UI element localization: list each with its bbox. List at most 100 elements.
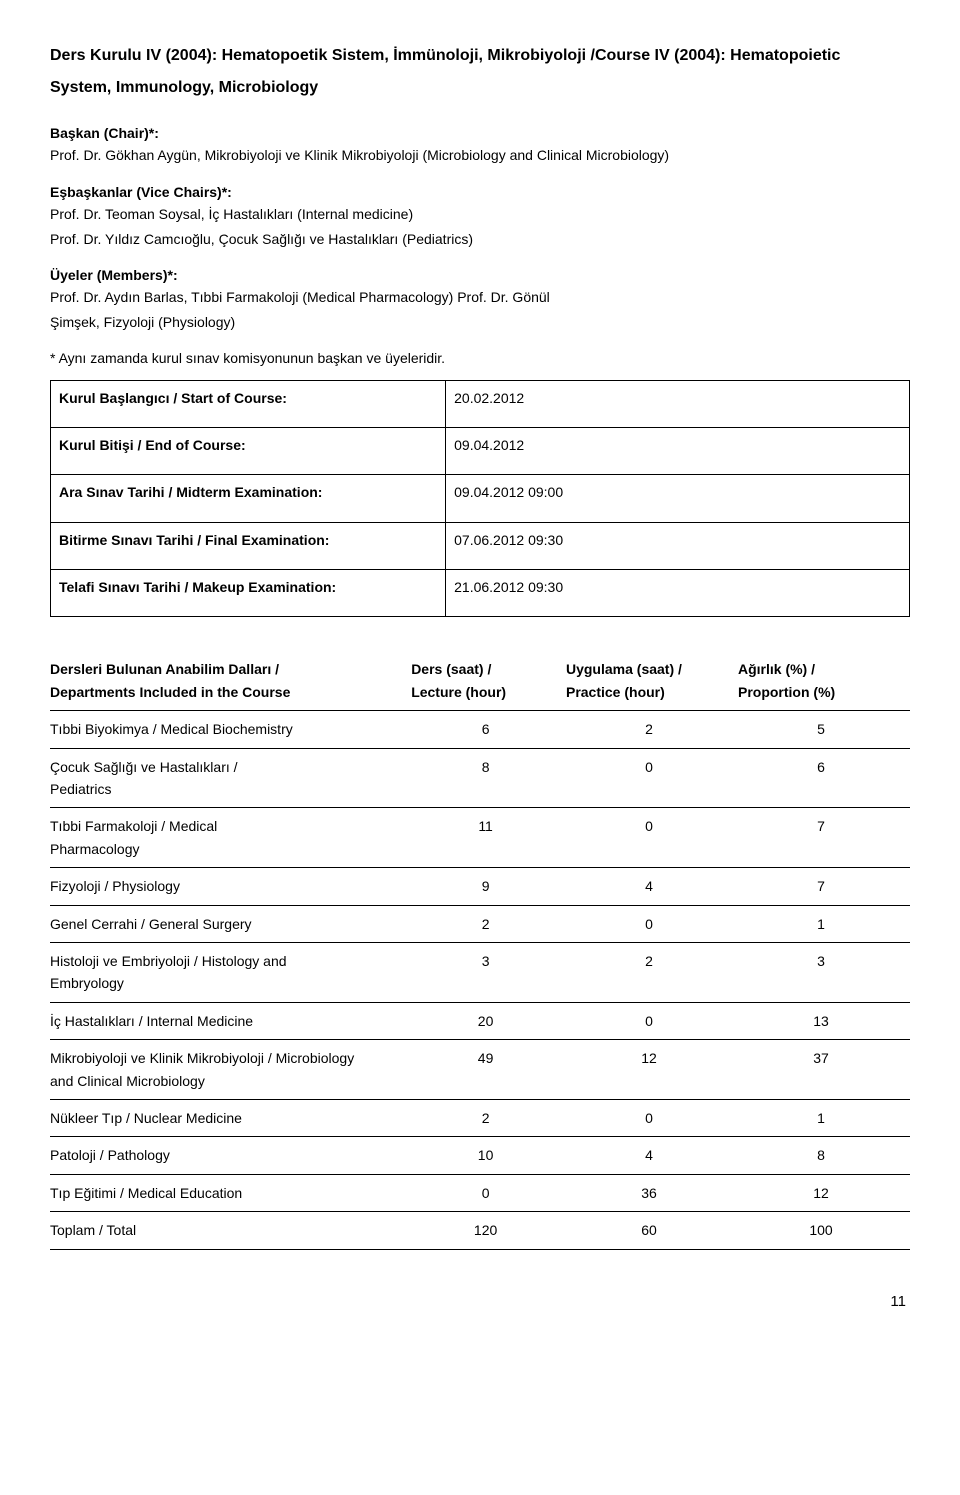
dept-proportion: 7 — [738, 808, 910, 868]
dept-name: Histoloji ve Embriyoloji / Histology and… — [50, 942, 411, 1002]
dept-header-lecture-l2: Lecture (hour) — [411, 684, 506, 700]
dept-header-practice-l2: Practice (hour) — [566, 684, 665, 700]
dept-practice: 2 — [566, 942, 738, 1002]
dept-proportion: 7 — [738, 868, 910, 905]
dept-practice: 0 — [566, 905, 738, 942]
dept-header-lecture: Ders (saat) / Lecture (hour) — [411, 651, 566, 710]
dept-proportion: 1 — [738, 905, 910, 942]
dept-header-name: Dersleri Bulunan Anabilim Dalları / Depa… — [50, 651, 411, 710]
dates-table: Kurul Başlangıcı / Start of Course:20.02… — [50, 380, 910, 618]
dept-name: Patoloji / Pathology — [50, 1137, 411, 1174]
dept-name: Çocuk Sağlığı ve Hastalıkları /Pediatric… — [50, 748, 411, 808]
dept-header-prop: Ağırlık (%) / Proportion (%) — [738, 651, 910, 710]
dept-proportion: 6 — [738, 748, 910, 808]
dept-practice: 0 — [566, 808, 738, 868]
date-value: 20.02.2012 — [446, 380, 910, 427]
member-1: Prof. Dr. Aydın Barlas, Tıbbi Farmakoloj… — [50, 286, 910, 308]
dept-row: İç Hastalıkları / Internal Medicine20013 — [50, 1002, 910, 1039]
dept-lecture: 120 — [411, 1212, 566, 1249]
departments-table: Dersleri Bulunan Anabilim Dalları / Depa… — [50, 651, 910, 1249]
dept-proportion: 100 — [738, 1212, 910, 1249]
course-title: Ders Kurulu IV (2004): Hematopoetik Sist… — [50, 40, 910, 104]
date-label: Ara Sınav Tarihi / Midterm Examination: — [51, 475, 446, 522]
dept-row: Histoloji ve Embriyoloji / Histology and… — [50, 942, 910, 1002]
dept-practice: 36 — [566, 1174, 738, 1211]
members-block: Üyeler (Members)*: Prof. Dr. Aydın Barla… — [50, 264, 910, 333]
dept-row: Patoloji / Pathology1048 — [50, 1137, 910, 1174]
dept-lecture: 20 — [411, 1002, 566, 1039]
dept-header-practice: Uygulama (saat) / Practice (hour) — [566, 651, 738, 710]
dept-proportion: 37 — [738, 1040, 910, 1100]
dept-header-prop-l1: Ağırlık (%) / — [738, 661, 815, 677]
page-number: 11 — [50, 1290, 910, 1314]
dept-header-prop-l2: Proportion (%) — [738, 684, 835, 700]
date-value: 09.04.2012 09:00 — [446, 475, 910, 522]
date-value: 09.04.2012 — [446, 427, 910, 474]
dept-lecture: 0 — [411, 1174, 566, 1211]
dept-practice: 0 — [566, 1002, 738, 1039]
footnote: * Aynı zamanda kurul sınav komisyonunun … — [50, 347, 910, 369]
dept-practice: 12 — [566, 1040, 738, 1100]
dept-lecture: 2 — [411, 1099, 566, 1136]
dept-name: Mikrobiyoloji ve Klinik Mikrobiyoloji / … — [50, 1040, 411, 1100]
vice-chairs-block: Eşbaşkanlar (Vice Chairs)*: Prof. Dr. Te… — [50, 181, 910, 250]
dept-header-name-l1: Dersleri Bulunan Anabilim Dalları / — [50, 661, 279, 677]
dept-lecture: 3 — [411, 942, 566, 1002]
date-label: Kurul Bitişi / End of Course: — [51, 427, 446, 474]
dept-header-lecture-l1: Ders (saat) / — [411, 661, 491, 677]
dept-header-practice-l1: Uygulama (saat) / — [566, 661, 682, 677]
dept-name: İç Hastalıkları / Internal Medicine — [50, 1002, 411, 1039]
dept-name: Fizyoloji / Physiology — [50, 868, 411, 905]
date-row: Ara Sınav Tarihi / Midterm Examination:0… — [51, 475, 910, 522]
dept-header-row: Dersleri Bulunan Anabilim Dalları / Depa… — [50, 651, 910, 710]
dept-name: Tıbbi Biyokimya / Medical Biochemistry — [50, 711, 411, 748]
course-title-line2: System, Immunology, Microbiology — [50, 79, 318, 96]
course-title-line1: Ders Kurulu IV (2004): Hematopoetik Sist… — [50, 47, 840, 64]
dept-row: Genel Cerrahi / General Surgery201 — [50, 905, 910, 942]
dept-lecture: 11 — [411, 808, 566, 868]
dept-row: Tıbbi Biyokimya / Medical Biochemistry62… — [50, 711, 910, 748]
dept-practice: 60 — [566, 1212, 738, 1249]
dept-lecture: 8 — [411, 748, 566, 808]
dept-row: Mikrobiyoloji ve Klinik Mikrobiyoloji / … — [50, 1040, 910, 1100]
dept-practice: 0 — [566, 748, 738, 808]
vice-chairs-label: Eşbaşkanlar (Vice Chairs)*: — [50, 181, 910, 203]
dept-lecture: 6 — [411, 711, 566, 748]
dept-proportion: 13 — [738, 1002, 910, 1039]
date-row: Kurul Başlangıcı / Start of Course:20.02… — [51, 380, 910, 427]
date-row: Telafi Sınavı Tarihi / Makeup Examinatio… — [51, 570, 910, 617]
vice-chair-1: Prof. Dr. Teoman Soysal, İç Hastalıkları… — [50, 203, 910, 225]
dept-practice: 4 — [566, 1137, 738, 1174]
dept-row: Tıbbi Farmakoloji / MedicalPharmacology1… — [50, 808, 910, 868]
dept-name: Tıp Eğitimi / Medical Education — [50, 1174, 411, 1211]
dept-proportion: 5 — [738, 711, 910, 748]
dept-row: Toplam / Total12060100 — [50, 1212, 910, 1249]
date-value: 21.06.2012 09:30 — [446, 570, 910, 617]
dept-proportion: 8 — [738, 1137, 910, 1174]
chair-label: Başkan (Chair)*: — [50, 122, 910, 144]
date-value: 07.06.2012 09:30 — [446, 522, 910, 569]
dept-header-name-l2: Departments Included in the Course — [50, 684, 290, 700]
dept-name: Genel Cerrahi / General Surgery — [50, 905, 411, 942]
date-row: Kurul Bitişi / End of Course:09.04.2012 — [51, 427, 910, 474]
dept-proportion: 3 — [738, 942, 910, 1002]
dept-name: Toplam / Total — [50, 1212, 411, 1249]
dept-lecture: 2 — [411, 905, 566, 942]
dept-row: Nükleer Tıp / Nuclear Medicine201 — [50, 1099, 910, 1136]
dept-proportion: 12 — [738, 1174, 910, 1211]
dept-row: Tıp Eğitimi / Medical Education03612 — [50, 1174, 910, 1211]
vice-chair-2: Prof. Dr. Yıldız Camcıoğlu, Çocuk Sağlığ… — [50, 228, 910, 250]
members-label: Üyeler (Members)*: — [50, 264, 910, 286]
dept-lecture: 49 — [411, 1040, 566, 1100]
dept-practice: 2 — [566, 711, 738, 748]
dept-practice: 0 — [566, 1099, 738, 1136]
dept-lecture: 9 — [411, 868, 566, 905]
dept-name: Nükleer Tıp / Nuclear Medicine — [50, 1099, 411, 1136]
date-row: Bitirme Sınavı Tarihi / Final Examinatio… — [51, 522, 910, 569]
dept-lecture: 10 — [411, 1137, 566, 1174]
dept-row: Fizyoloji / Physiology947 — [50, 868, 910, 905]
dept-row: Çocuk Sağlığı ve Hastalıkları /Pediatric… — [50, 748, 910, 808]
chair-name: Prof. Dr. Gökhan Aygün, Mikrobiyoloji ve… — [50, 144, 910, 166]
date-label: Bitirme Sınavı Tarihi / Final Examinatio… — [51, 522, 446, 569]
member-2: Şimşek, Fizyoloji (Physiology) — [50, 311, 910, 333]
